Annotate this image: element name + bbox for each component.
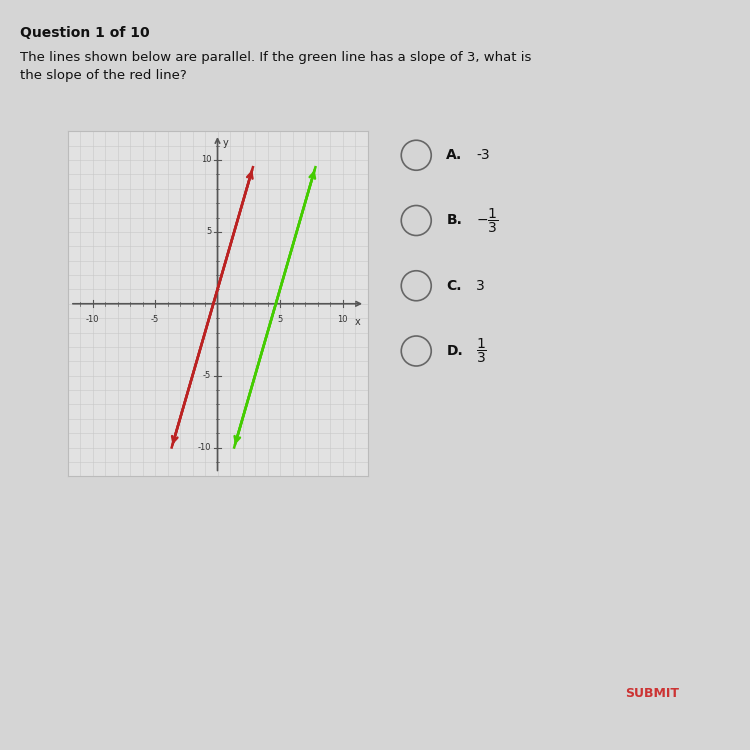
Text: B.: B. — [446, 214, 462, 227]
Text: 5: 5 — [278, 315, 283, 324]
Text: Question 1 of 10: Question 1 of 10 — [20, 26, 150, 40]
Text: the slope of the red line?: the slope of the red line? — [20, 69, 187, 82]
Text: C.: C. — [446, 279, 462, 292]
Text: $\dfrac{1}{3}$: $\dfrac{1}{3}$ — [476, 337, 487, 365]
Text: A.: A. — [446, 148, 463, 162]
Text: -3: -3 — [476, 148, 490, 162]
Text: 10: 10 — [201, 155, 211, 164]
Text: 10: 10 — [338, 315, 348, 324]
Text: The lines shown below are parallel. If the green line has a slope of 3, what is: The lines shown below are parallel. If t… — [20, 51, 532, 64]
Text: $-\dfrac{1}{3}$: $-\dfrac{1}{3}$ — [476, 206, 499, 235]
Text: 5: 5 — [206, 227, 212, 236]
Text: -5: -5 — [203, 371, 211, 380]
Text: 3: 3 — [476, 279, 485, 292]
Text: -5: -5 — [151, 315, 159, 324]
Text: -10: -10 — [198, 443, 211, 452]
Text: y: y — [223, 138, 228, 148]
Text: x: x — [355, 316, 360, 327]
Text: SUBMIT: SUBMIT — [626, 687, 680, 700]
Text: D.: D. — [446, 344, 463, 358]
Text: -10: -10 — [86, 315, 99, 324]
